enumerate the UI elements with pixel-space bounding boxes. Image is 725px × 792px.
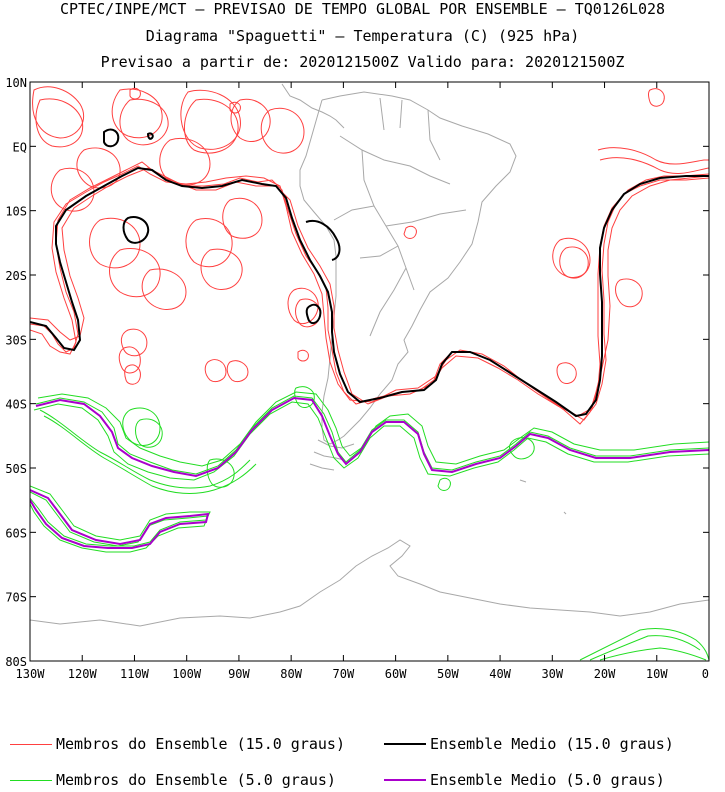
lon-label: 0 [702,667,709,681]
coast-central-america [281,83,345,129]
ensemble-mean-5 [30,396,709,549]
lon-label: 50W [437,667,459,681]
lon-label: 110W [120,667,150,681]
map-title: CPTEC/INPE/MCT – PREVISAO DE TEMPO GLOBA… [59,0,666,18]
lat-label: 80S [5,655,27,669]
lon-label: 130W [16,667,46,681]
forecast-validity: Previsao a partir de: 2020121500Z Valido… [100,53,625,71]
legend-members-15: Membros do Ensemble (15.0 graus) [10,735,345,753]
lat-label: 50S [5,462,27,476]
legend-label-mean-5: Ensemble Medio (5.0 graus) [430,771,665,789]
coastlines [30,83,709,627]
legend-mean-5: Ensemble Medio (5.0 graus) [384,771,665,789]
ensemble-members-15 [30,86,709,425]
legend-label-members-15: Membros do Ensemble (15.0 graus) [56,735,345,753]
lat-label: 70S [5,591,27,605]
legend-swatch-purple [384,779,426,781]
lat-label: 60S [5,526,27,540]
lat-label: 20S [5,269,27,283]
legend-swatch-red [10,743,52,745]
borders-south-america [333,97,467,337]
legend-label-mean-15: Ensemble Medio (15.0 graus) [430,735,674,753]
lon-label: 100W [172,667,202,681]
lon-label: 90W [228,667,250,681]
lon-label: 120W [68,667,98,681]
map-subtitle: Diagrama "Spaguetti" – Temperatura (C) (… [145,27,580,45]
lat-label: EQ [13,140,27,154]
ensemble-mean-15 [30,128,709,418]
legend-swatch-green [10,779,52,781]
ensemble-members-5 [30,386,709,661]
lon-label: 20W [594,667,616,681]
legend-label-members-5: Membros do Ensemble (5.0 graus) [56,771,336,789]
lon-label: 10W [646,667,668,681]
lat-label: 10N [5,76,27,90]
longitude-axis: 130W 120W 110W 100W 90W 80W 70W 60W 50W 40W 30W 20W… [16,82,710,681]
lon-label: 30W [541,667,563,681]
lon-label: 70W [333,667,355,681]
lat-label: 10S [5,205,27,219]
lon-label: 40W [489,667,511,681]
coast-antarctica [30,539,709,627]
lon-label: 80W [280,667,302,681]
latitude-axis: 10N EQ 10S 20S 30S 40S 50S 60S 70S 80S [5,76,709,669]
legend-members-5: Membros do Ensemble (5.0 graus) [10,771,336,789]
legend-swatch-black [384,743,426,745]
lon-label: 60W [385,667,407,681]
plot-frame [29,81,710,662]
lat-label: 30S [5,333,27,347]
coast-south-georgia [519,479,567,515]
lat-label: 40S [5,398,27,412]
legend-mean-15: Ensemble Medio (15.0 graus) [384,735,674,753]
